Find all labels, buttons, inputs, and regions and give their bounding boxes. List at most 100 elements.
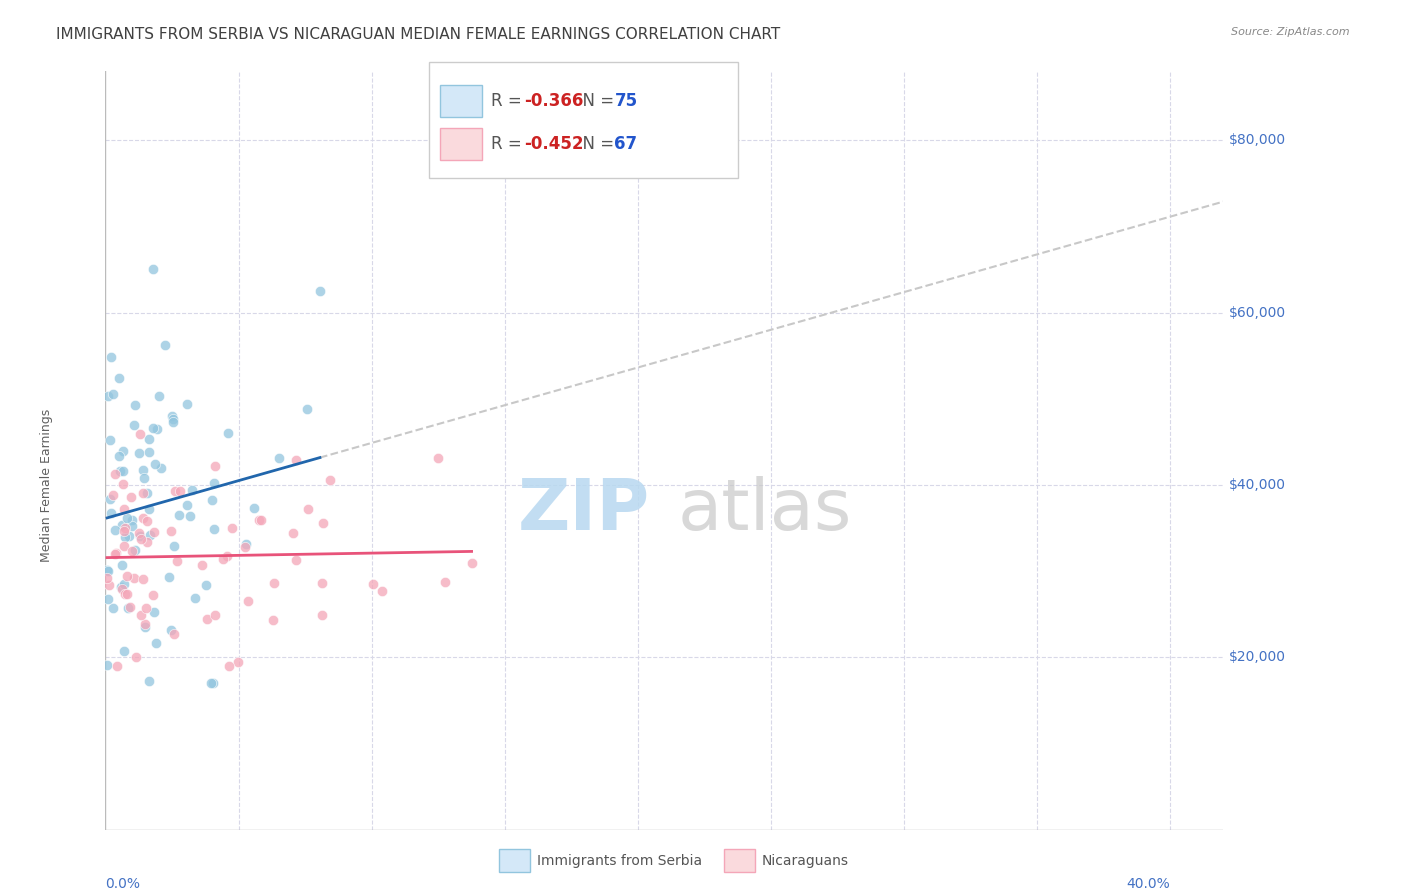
Point <box>202 676 225 690</box>
Text: 75: 75 <box>614 92 637 110</box>
Point <box>142 588 165 602</box>
Point <box>143 525 166 540</box>
Point <box>129 608 152 623</box>
Point <box>243 501 266 516</box>
Point <box>129 532 152 546</box>
Point <box>221 521 243 535</box>
Point <box>132 510 155 524</box>
Point <box>176 397 198 411</box>
Point <box>184 591 207 605</box>
Point <box>163 539 186 553</box>
Point <box>149 461 172 475</box>
Point <box>311 576 333 591</box>
Point <box>460 556 482 570</box>
Point <box>135 534 157 549</box>
Point <box>138 444 160 458</box>
Text: N =: N = <box>572 92 620 110</box>
Point <box>311 607 333 622</box>
Point <box>138 673 160 688</box>
Point <box>195 612 218 626</box>
Point <box>202 522 225 536</box>
Point <box>122 417 145 432</box>
Point <box>112 464 135 478</box>
Point <box>134 620 156 634</box>
Point <box>97 578 120 592</box>
Point <box>201 492 224 507</box>
Point <box>114 644 136 658</box>
Point <box>136 486 159 500</box>
Point <box>111 477 134 491</box>
Point <box>194 578 217 592</box>
Point <box>218 658 240 673</box>
Point <box>200 676 222 690</box>
Point <box>132 463 155 477</box>
Text: $60,000: $60,000 <box>1229 306 1285 319</box>
Text: $40,000: $40,000 <box>1229 478 1285 491</box>
Text: R =: R = <box>491 92 527 110</box>
Point <box>132 572 155 586</box>
Text: 40.0%: 40.0% <box>1126 877 1170 891</box>
Point <box>138 502 160 516</box>
Point <box>309 284 332 298</box>
Point <box>132 486 155 500</box>
Point <box>180 483 202 497</box>
Point <box>236 593 259 607</box>
Point <box>111 582 134 597</box>
Point <box>128 526 150 541</box>
Point <box>166 554 188 568</box>
Point <box>105 658 128 673</box>
Point <box>167 508 190 522</box>
Point <box>148 389 170 403</box>
Point <box>297 502 319 516</box>
Point <box>115 587 138 601</box>
Point <box>111 517 134 532</box>
Point <box>160 623 183 637</box>
Point <box>233 540 256 554</box>
Point <box>112 502 135 516</box>
Point <box>169 483 191 498</box>
Point <box>269 450 291 465</box>
Point <box>159 524 181 539</box>
Point <box>108 465 131 479</box>
Point <box>285 453 308 467</box>
Text: Immigrants from Serbia: Immigrants from Serbia <box>537 854 702 868</box>
Point <box>426 450 449 465</box>
Point <box>235 537 257 551</box>
Point <box>104 524 127 538</box>
Point <box>226 655 249 669</box>
Point <box>97 389 120 403</box>
Point <box>134 616 156 631</box>
Point <box>96 571 118 585</box>
Point <box>114 530 136 544</box>
Point <box>153 338 176 352</box>
Point <box>104 545 127 559</box>
Point <box>112 443 135 458</box>
Text: 67: 67 <box>614 135 637 153</box>
Point <box>202 475 225 490</box>
Text: $80,000: $80,000 <box>1229 133 1285 147</box>
Point <box>97 564 120 578</box>
Point <box>136 514 159 528</box>
Point <box>114 576 136 591</box>
Point <box>371 584 394 599</box>
Point <box>114 521 136 535</box>
Text: N =: N = <box>572 135 620 153</box>
Point <box>110 580 132 594</box>
Point <box>121 519 143 533</box>
Point <box>96 563 118 577</box>
Point <box>97 591 120 606</box>
Point <box>165 484 187 499</box>
Text: 0.0%: 0.0% <box>105 877 141 891</box>
Point <box>124 399 146 413</box>
Point <box>297 402 319 417</box>
Point <box>191 558 214 573</box>
Text: atlas: atlas <box>678 476 852 545</box>
Point <box>100 492 122 507</box>
Point <box>108 371 131 385</box>
Point <box>98 433 121 447</box>
Point <box>162 409 184 423</box>
Text: $20,000: $20,000 <box>1229 650 1285 665</box>
Point <box>247 513 270 527</box>
Point <box>212 552 235 566</box>
Text: IMMIGRANTS FROM SERBIA VS NICARAGUAN MEDIAN FEMALE EARNINGS CORRELATION CHART: IMMIGRANTS FROM SERBIA VS NICARAGUAN MED… <box>56 27 780 42</box>
